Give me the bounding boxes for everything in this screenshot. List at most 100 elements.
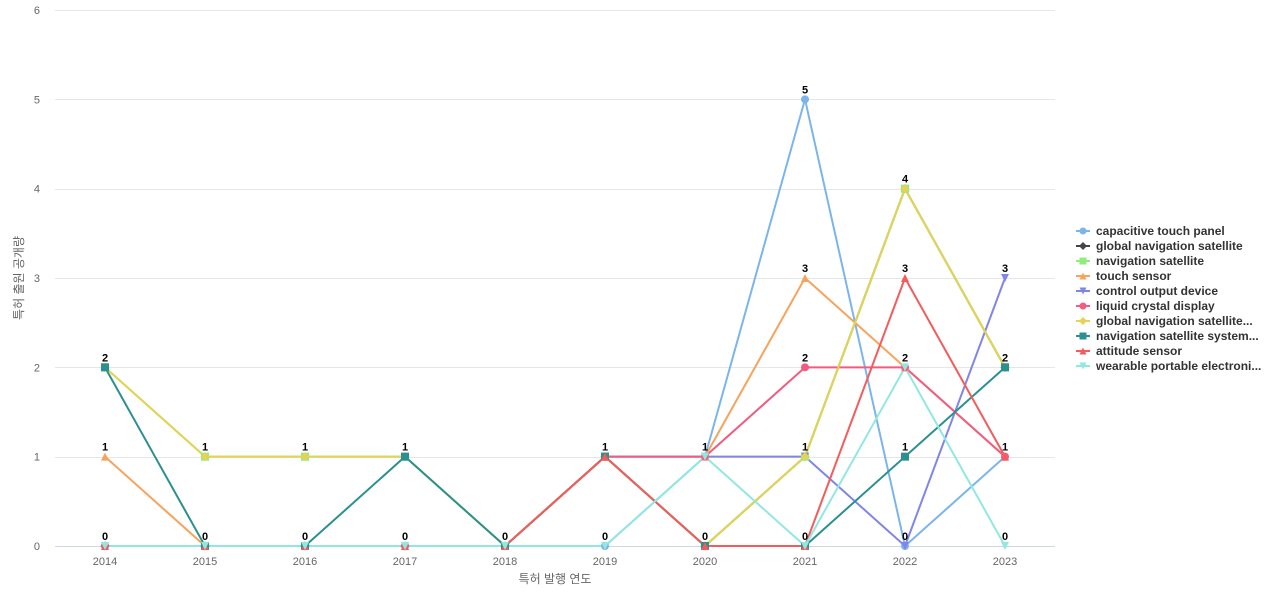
grid-lines: [55, 10, 1055, 458]
y-tick-label-6: 6: [34, 5, 40, 17]
data-label-5-1: 1: [602, 442, 608, 454]
data-label-7-1: 1: [802, 442, 808, 454]
legend-symbol-3: [1079, 272, 1087, 280]
legend-symbol-2: [1079, 257, 1087, 265]
series-9-point-9: [1001, 542, 1009, 550]
legend-symbol-6: [1079, 317, 1087, 325]
legend-item-6[interactable]: global navigation satellite...: [1076, 314, 1253, 328]
y-axis-tick-labels: 0 1 2 3 4 5 6: [34, 5, 40, 553]
series-line-3: [104, 277, 1006, 547]
data-label-8-1: 1: [902, 442, 908, 454]
data-label-8-2: 2: [902, 352, 908, 364]
x-tick-label-2017: 2017: [393, 556, 417, 568]
series-7-point-9: [1001, 363, 1009, 372]
x-axis-tick-labels: 2014 2015 2016 2017 2018 2019 2020 2021 2022 2023: [93, 556, 1017, 568]
y-tick-label-2: 2: [34, 362, 40, 374]
legend-item-3[interactable]: touch sensor: [1076, 269, 1172, 283]
x-tick-label-2016: 2016: [293, 556, 317, 568]
series-6-point-7: [800, 452, 810, 462]
data-label-1-0: 0: [202, 531, 208, 543]
series-9-point-5: [601, 542, 609, 550]
legend-symbol-9: [1079, 362, 1087, 370]
series-line-0: [104, 98, 1006, 547]
series-line-4: [104, 277, 1006, 547]
y-axis-title: 특허 출원 공개량: [12, 236, 26, 320]
legend-symbol-1: [1079, 242, 1087, 250]
legend-label-1: global navigation satellite: [1096, 239, 1243, 253]
data-label-9-0: 0: [1002, 531, 1008, 543]
y-tick-label-4: 4: [34, 184, 40, 196]
series-3-point-7: [801, 274, 809, 282]
series-7-point-8: [901, 452, 909, 461]
data-label-2-0: 0: [302, 531, 308, 543]
data-label-0-1: 1: [102, 442, 108, 454]
data-labels: 2 1 0 1 0 1 0 1 0 0 1 0 1 0 5 3 2 1 0 4 3 2 1 0 3 2 1 0: [102, 84, 1008, 543]
data-label-3-0: 0: [402, 531, 408, 543]
data-label-2-1: 1: [302, 442, 308, 454]
series-6-point-2: [300, 452, 310, 462]
legend-label-4: control output device: [1096, 284, 1218, 298]
data-label-0-2: 2: [102, 352, 108, 364]
series-line-9: [104, 366, 1006, 547]
series-9-point-8: [901, 363, 909, 372]
legend-label-8: attitude sensor: [1096, 344, 1182, 358]
series-4-point-9: [1001, 274, 1009, 282]
y-tick-label-3: 3: [34, 273, 40, 285]
data-label-6-1: 1: [702, 442, 708, 454]
legend-label-2: navigation satellite: [1096, 254, 1204, 268]
y-tick-label-0: 0: [34, 541, 40, 553]
x-tick-label-2021: 2021: [793, 556, 817, 568]
y-tick-label-1: 1: [34, 452, 40, 464]
series-6-point-1: [200, 452, 210, 462]
series-9-point-0: [101, 542, 109, 550]
x-tick-label-2014: 2014: [93, 556, 117, 568]
series-3-point-0: [101, 452, 109, 461]
x-tick-label-2018: 2018: [493, 556, 517, 568]
data-label-7-3: 3: [802, 263, 808, 275]
series-0-point-7: [801, 95, 809, 104]
data-label-9-1: 1: [1002, 442, 1008, 454]
series-9-point-4: [501, 542, 509, 550]
series-9-point-1: [201, 542, 209, 550]
data-label-0-0: 0: [102, 531, 108, 543]
legend-item-4[interactable]: control output device: [1076, 284, 1218, 298]
legend-item-1[interactable]: global navigation satellite: [1076, 239, 1243, 253]
series-lines: [104, 98, 1006, 547]
data-label-7-0: 0: [802, 531, 808, 543]
legend-item-5[interactable]: liquid crystal display: [1076, 299, 1215, 313]
legend-symbol-7: [1079, 332, 1087, 340]
legend-item-0[interactable]: capacitive touch panel: [1076, 224, 1225, 238]
legend-item-8[interactable]: attitude sensor: [1076, 344, 1182, 358]
legend-symbol-8: [1079, 347, 1087, 355]
series-4-point-8: [901, 542, 909, 550]
legend-label-6: global navigation satellite...: [1096, 314, 1253, 328]
y-tick-label-5: 5: [34, 94, 40, 106]
data-label-8-3: 3: [902, 263, 908, 275]
data-label-7-2: 2: [802, 352, 808, 364]
legend-item-7[interactable]: navigation satellite system...: [1076, 329, 1259, 343]
series-7-point-3: [401, 452, 409, 461]
series-7-point-0: [101, 363, 109, 372]
series-9-point-7: [801, 542, 809, 550]
x-tick-label-2019: 2019: [593, 556, 617, 568]
series-8-point-6: [701, 542, 709, 550]
series-8-point-5: [601, 452, 609, 461]
legend-label-5: liquid crystal display: [1096, 299, 1215, 313]
series-9-point-3: [401, 542, 409, 550]
data-label-7-5: 5: [802, 84, 808, 96]
legend-label-0: capacitive touch panel: [1096, 224, 1225, 238]
data-label-6-0: 0: [702, 531, 708, 543]
series-8-point-8: [901, 274, 909, 282]
series-6-point-8: [900, 184, 910, 194]
data-label-8-0: 0: [902, 531, 908, 543]
legend-label-3: touch sensor: [1096, 269, 1172, 283]
legend-item-2[interactable]: navigation satellite: [1076, 254, 1204, 268]
data-label-3-1: 1: [402, 442, 408, 454]
series-markers: [100, 95, 1010, 551]
data-label-1-1: 1: [202, 442, 208, 454]
x-axis-title: 특허 발행 연도: [519, 571, 592, 586]
x-tick-label-2022: 2022: [893, 556, 917, 568]
legend-item-9[interactable]: wearable portable electroni...: [1076, 359, 1261, 373]
data-label-5-0: 0: [602, 531, 608, 543]
